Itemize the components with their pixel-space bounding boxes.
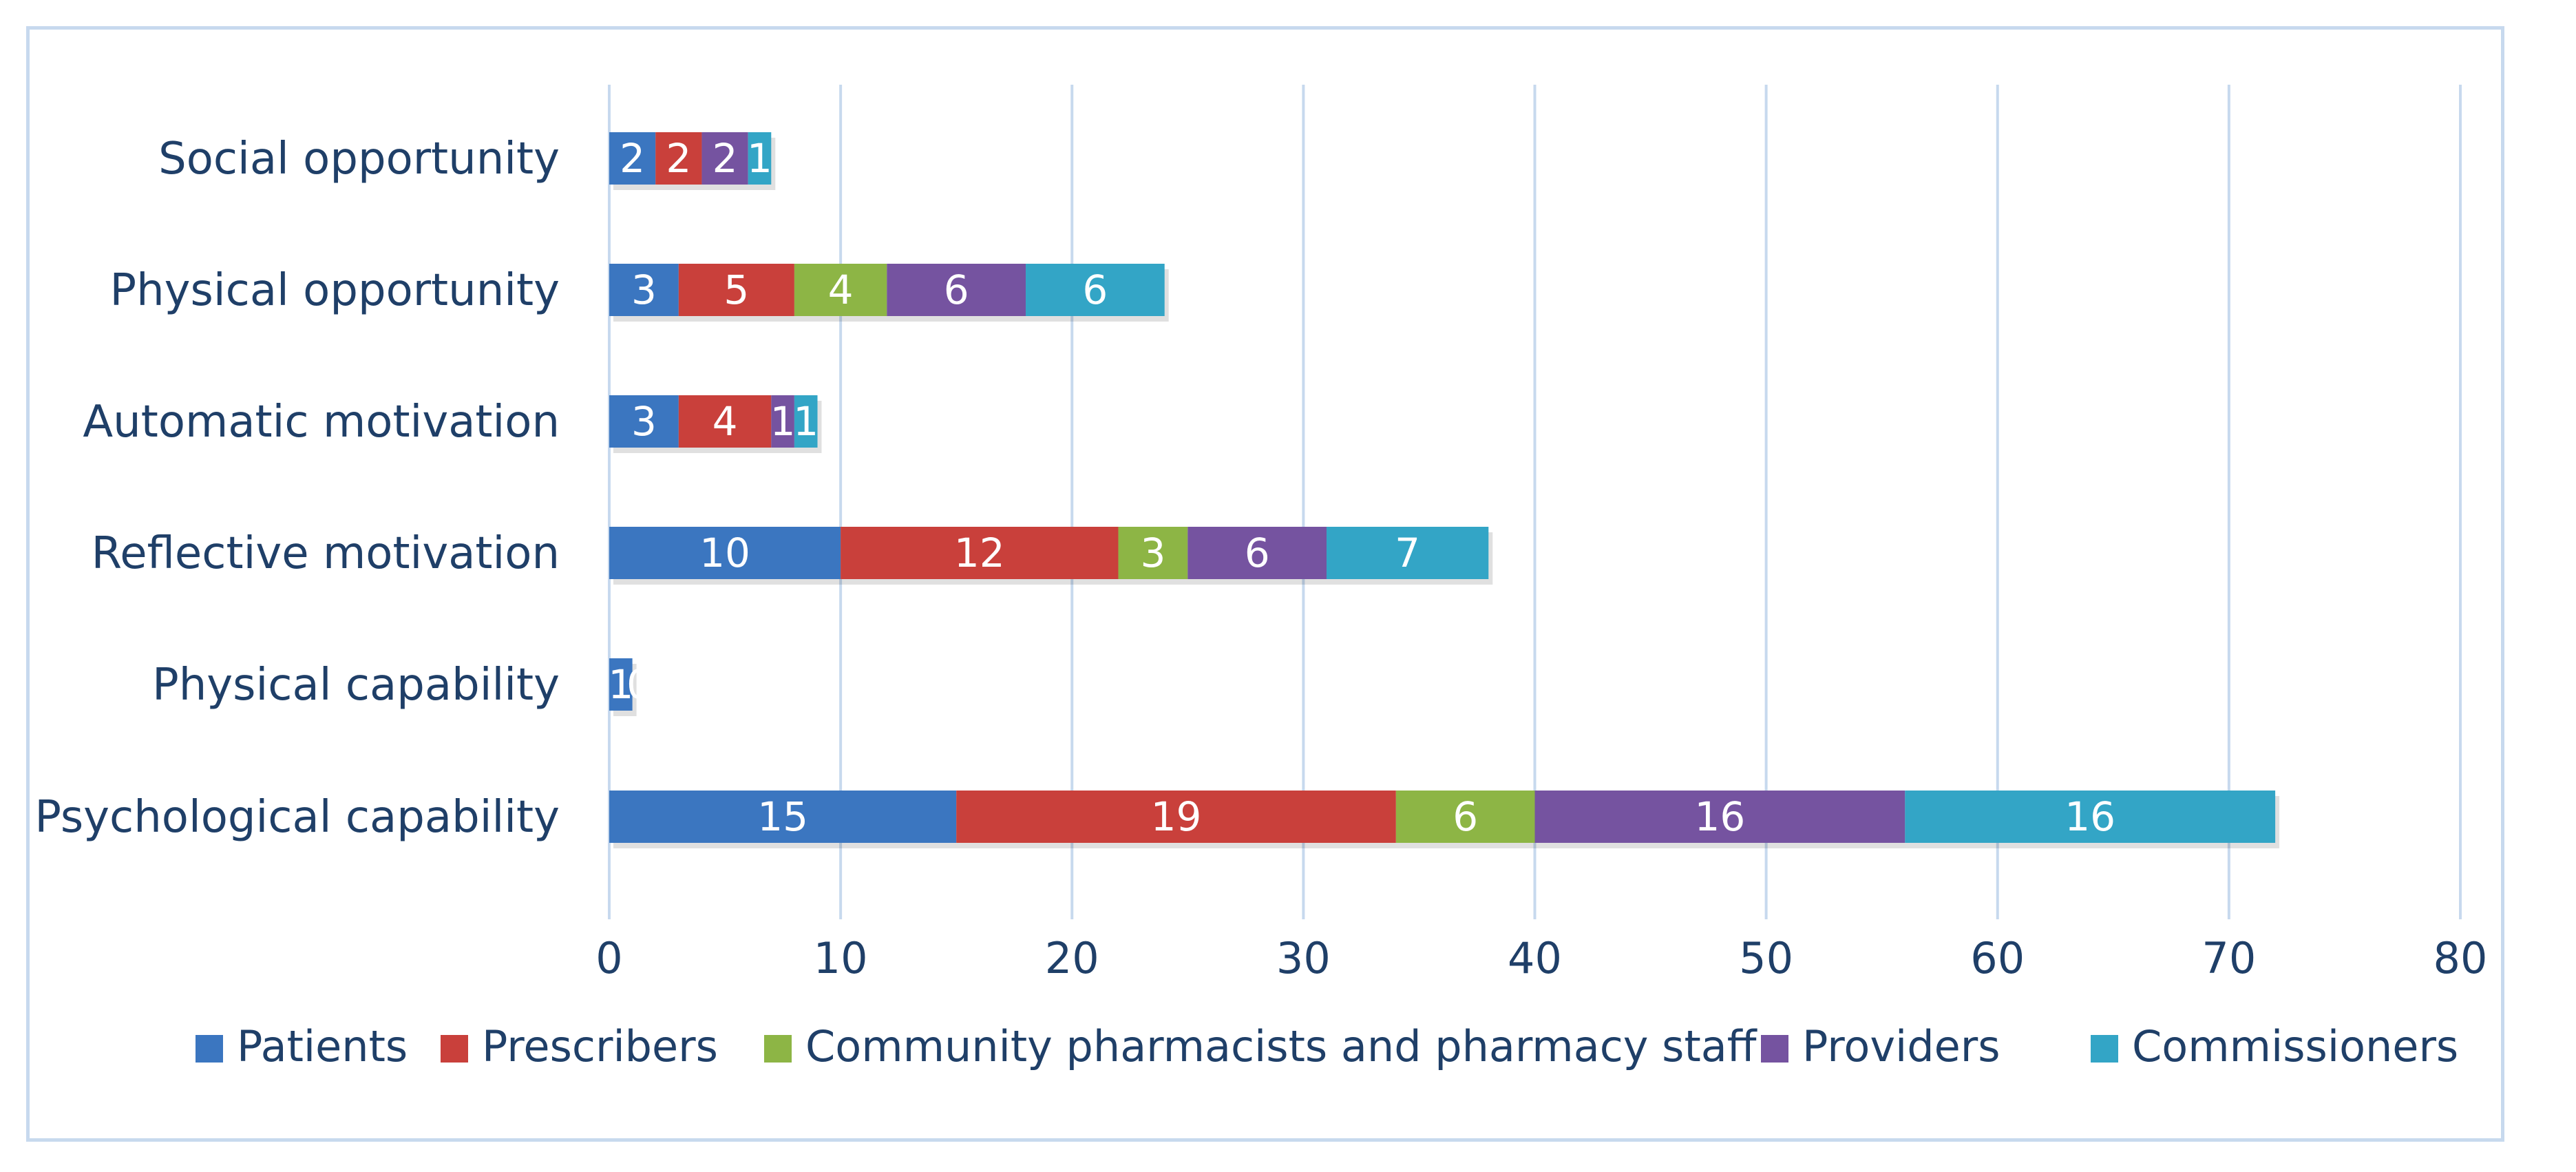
data-label: 1 xyxy=(770,398,796,445)
data-label: 1 xyxy=(747,135,772,182)
legend-item: Prescribers xyxy=(441,1021,718,1071)
gridlines xyxy=(608,85,2462,919)
data-label: 0 xyxy=(626,661,652,708)
bar-segment xyxy=(609,132,656,185)
data-label: 4 xyxy=(712,398,738,445)
chart-frame: 2 2 2 1 3 5 4 6 6 3 4 1 1 10 12 3 6 7 1 0 15 19 6 16 16 Social o… xyxy=(26,26,2504,1142)
data-label: 6 xyxy=(944,266,969,313)
bar-segment xyxy=(1187,527,1327,579)
x-tick-label: 40 xyxy=(1508,933,1562,983)
bar-segment xyxy=(956,791,1396,843)
category-label: Automatic motivation xyxy=(83,397,560,448)
legend-swatch xyxy=(196,1035,223,1063)
category-label: Psychological capability xyxy=(34,792,560,843)
legend-swatch xyxy=(441,1035,468,1063)
data-label: 3 xyxy=(631,266,657,313)
data-label: 10 xyxy=(699,530,750,576)
legend-label: Providers xyxy=(1802,1021,2000,1071)
data-label: 6 xyxy=(1245,530,1270,576)
bar-segment xyxy=(655,132,702,185)
bar-segment xyxy=(1395,791,1535,843)
legend-label: Patients xyxy=(237,1021,408,1071)
legend-label: Prescribers xyxy=(482,1021,718,1071)
data-label: 19 xyxy=(1151,793,1202,840)
data-label: 2 xyxy=(712,135,738,182)
legend-swatch xyxy=(1761,1035,1788,1063)
bar-segment xyxy=(1326,527,1489,579)
data-label: 3 xyxy=(1140,530,1165,576)
data-label: 4 xyxy=(828,266,854,313)
x-tick-label: 80 xyxy=(2434,933,2488,983)
bar-segment xyxy=(1026,264,1165,316)
x-tick-label: 10 xyxy=(814,933,868,983)
data-label: 2 xyxy=(666,135,691,182)
x-axis-ticks: 0 10 20 30 40 50 60 70 80 xyxy=(595,933,2487,983)
bar-segment xyxy=(678,264,794,316)
x-tick-label: 50 xyxy=(1739,933,1793,983)
category-label: Reflective motivation xyxy=(92,528,560,579)
x-tick-label: 20 xyxy=(1045,933,1099,983)
bar-segment xyxy=(771,395,794,448)
data-label: 16 xyxy=(2065,793,2115,840)
data-label: 3 xyxy=(631,398,657,445)
legend: Patients Prescribers Community pharmacists… xyxy=(196,1021,2458,1071)
data-label: 2 xyxy=(620,135,645,182)
bar-segment xyxy=(609,264,679,316)
data-label: 15 xyxy=(757,793,808,840)
data-label: 16 xyxy=(1694,793,1745,840)
category-label: Physical opportunity xyxy=(109,265,560,316)
bar-segment xyxy=(609,791,957,843)
bar-segment xyxy=(609,395,679,448)
legend-swatch xyxy=(2091,1035,2118,1063)
bar-segment xyxy=(1905,791,2276,843)
bar-segment xyxy=(1534,791,1905,843)
x-tick-label: 30 xyxy=(1276,933,1331,983)
category-label: Social opportunity xyxy=(158,134,560,185)
bar-segment xyxy=(609,527,841,579)
data-label: 6 xyxy=(1082,266,1108,313)
bar-segment xyxy=(748,132,772,185)
bar-segment xyxy=(678,395,772,448)
x-tick-label: 70 xyxy=(2202,933,2256,983)
data-label: 6 xyxy=(1453,793,1478,840)
data-label: 12 xyxy=(954,530,1005,576)
bar-segment xyxy=(1118,527,1188,579)
legend-item: Commissioners xyxy=(2091,1021,2458,1071)
x-tick-label: 60 xyxy=(1970,933,2025,983)
bar-segment xyxy=(609,658,633,711)
data-label: 1 xyxy=(608,661,633,708)
bar-segment xyxy=(701,132,748,185)
bar-segment xyxy=(794,264,887,316)
legend-item: Providers xyxy=(1761,1021,2000,1071)
bar-segment xyxy=(794,395,818,448)
category-label: Physical capability xyxy=(152,660,560,711)
category-labels: Social opportunity Physical opportunity Au… xyxy=(34,134,560,843)
legend-label: Community pharmacists and pharmacy staff xyxy=(805,1021,1757,1071)
bar-segment xyxy=(887,264,1026,316)
legend-item: Patients xyxy=(196,1021,408,1071)
legend-swatch xyxy=(764,1035,792,1063)
data-label: 7 xyxy=(1395,530,1420,576)
data-label: 1 xyxy=(793,398,819,445)
legend-label: Commissioners xyxy=(2132,1021,2458,1071)
legend-item: Community pharmacists and pharmacy staff xyxy=(764,1021,1757,1071)
x-tick-label: 0 xyxy=(595,933,622,983)
data-label: 5 xyxy=(724,266,749,313)
bar-segment xyxy=(841,527,1119,579)
